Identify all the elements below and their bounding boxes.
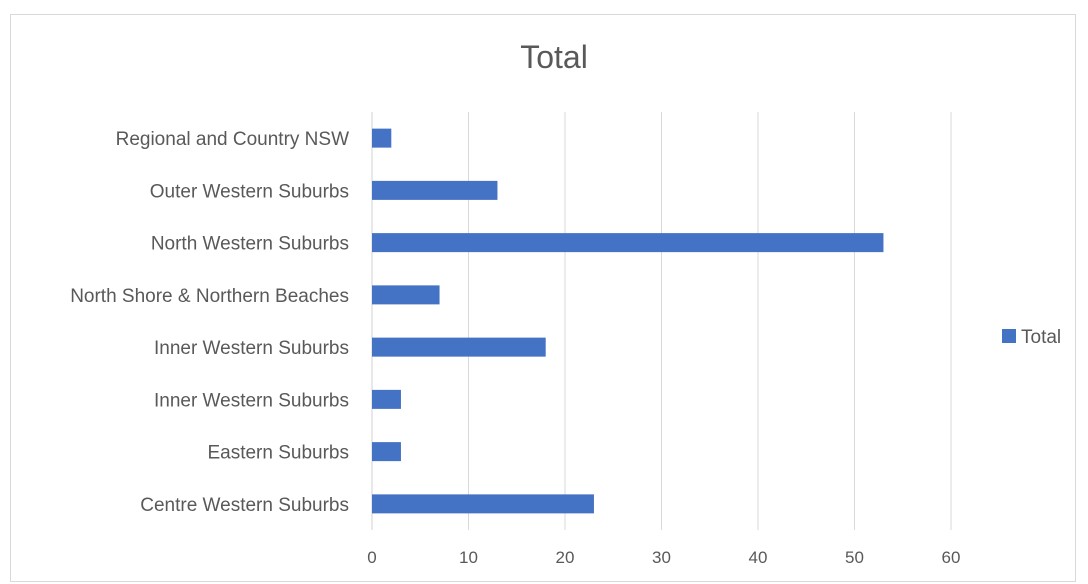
category-label: Inner Western Suburbs [154,338,349,359]
category-label: North Shore & Northern Beaches [70,286,349,307]
category-label: Eastern Suburbs [207,443,349,464]
category-label: North Western Suburbs [151,234,349,255]
category-label: Outer Western Suburbs [150,181,349,202]
category-label: Regional and Country NSW [116,129,349,150]
x-tick-label: 20 [556,548,575,567]
x-tick-label: 0 [367,548,376,567]
chart-frame [10,14,1076,582]
bar [372,389,401,409]
x-tick-label: 40 [749,548,768,567]
bar [372,337,546,357]
chart-title: Total [520,39,588,75]
legend: Total [1002,327,1061,348]
x-tick-label: 50 [845,548,864,567]
category-label: Inner Western Suburbs [154,390,349,411]
x-tick-label: 10 [459,548,478,567]
bar [372,233,884,253]
category-labels: Regional and Country NSW Outer Western Su… [70,129,349,516]
bar [372,442,401,462]
x-tick-label: 60 [942,548,961,567]
bar [372,180,498,200]
x-axis-ticks: 0 10 20 30 40 50 60 [367,548,960,567]
category-label: Centre Western Suburbs [140,495,349,516]
bars [372,128,884,514]
bar [372,494,594,514]
legend-label: Total [1021,327,1061,348]
legend-swatch [1002,329,1016,343]
bar [372,285,440,305]
bar [372,128,392,148]
x-tick-label: 30 [652,548,671,567]
gridlines [371,112,952,530]
